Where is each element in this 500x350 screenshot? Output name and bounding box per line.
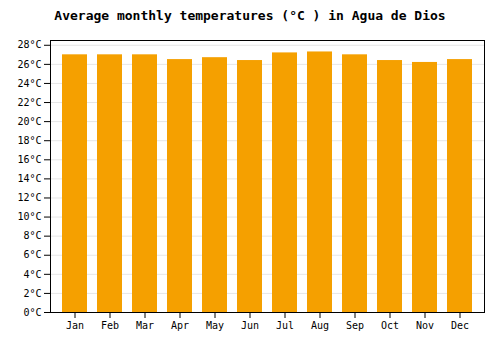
svg-text:18°C: 18°C — [17, 135, 41, 146]
svg-text:Jan: Jan — [66, 320, 84, 331]
svg-text:24°C: 24°C — [17, 78, 41, 89]
svg-text:Oct: Oct — [381, 320, 399, 331]
svg-text:Apr: Apr — [171, 320, 189, 331]
svg-text:0°C: 0°C — [23, 307, 41, 318]
svg-text:4°C: 4°C — [23, 269, 41, 280]
svg-text:Jun: Jun — [241, 320, 259, 331]
svg-text:Jul: Jul — [276, 320, 294, 331]
svg-text:Nov: Nov — [416, 320, 434, 331]
svg-text:8°C: 8°C — [23, 230, 41, 241]
svg-text:28°C: 28°C — [17, 39, 41, 50]
svg-text:22°C: 22°C — [17, 97, 41, 108]
svg-text:16°C: 16°C — [17, 154, 41, 165]
svg-text:12°C: 12°C — [17, 192, 41, 203]
svg-text:Aug: Aug — [311, 320, 329, 331]
svg-text:Dec: Dec — [451, 320, 469, 331]
svg-text:May: May — [206, 320, 224, 331]
html-text:Average monthly temperatures (: Average monthly temperatures (°C ) in Ag… — [54, 8, 446, 23]
svg-text:10°C: 10°C — [17, 211, 41, 222]
svg-text:26°C: 26°C — [17, 59, 41, 70]
svg-text:6°C: 6°C — [23, 249, 41, 260]
svg-text:2°C: 2°C — [23, 288, 41, 299]
svg-text:14°C: 14°C — [17, 173, 41, 184]
svg-text:Mar: Mar — [136, 320, 154, 331]
svg-text:Feb: Feb — [101, 320, 119, 331]
svg-text:20°C: 20°C — [17, 116, 41, 127]
svg-text:Sep: Sep — [346, 320, 364, 331]
